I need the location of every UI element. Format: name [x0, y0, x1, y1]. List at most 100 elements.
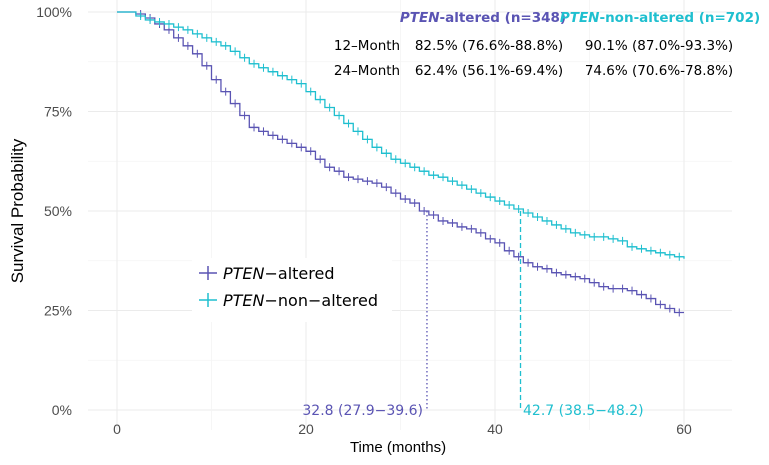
- censor-mark: [335, 111, 344, 120]
- censor-mark: [429, 210, 438, 219]
- y-axis-ticks: 0% 25% 50% 75% 100%: [36, 4, 72, 418]
- censor-mark: [420, 207, 429, 215]
- table-row-label: 24–Month: [334, 63, 400, 79]
- censor-mark: [505, 201, 514, 210]
- censor-mark: [278, 71, 287, 80]
- censor-mark: [344, 119, 353, 128]
- legend-key-non-altered: [199, 293, 217, 307]
- censor-mark: [363, 135, 372, 144]
- censor-mark: [221, 87, 230, 96]
- censor-mark: [467, 224, 476, 233]
- x-tick-label: 60: [676, 421, 692, 437]
- censor-mark: [646, 294, 655, 303]
- censor-mark: [457, 181, 466, 190]
- censor-mark: [476, 228, 485, 237]
- censor-mark: [590, 278, 599, 287]
- censor-mark: [476, 189, 485, 198]
- censor-mark: [457, 222, 466, 231]
- censor-mark: [250, 123, 259, 132]
- median-label-non-altered: 42.7 (38.5−48.2): [523, 403, 644, 419]
- censor-mark: [335, 167, 344, 176]
- censor-mark: [174, 23, 183, 32]
- x-axis-ticks: 0 20 40 60: [113, 421, 692, 437]
- censor-marks: [136, 9, 684, 317]
- censor-mark: [344, 173, 353, 182]
- x-axis-title: Time (months): [350, 439, 446, 456]
- censor-mark: [467, 185, 476, 194]
- censor-mark: [628, 286, 637, 295]
- censor-mark: [297, 143, 306, 152]
- censor-mark: [250, 59, 259, 68]
- censor-mark: [268, 67, 277, 76]
- censor-mark: [524, 208, 533, 217]
- censor-mark: [316, 155, 325, 164]
- y-tick-label: 50%: [44, 203, 72, 219]
- censor-mark: [391, 155, 400, 164]
- censor-mark: [571, 228, 580, 237]
- censor-mark: [193, 49, 202, 58]
- censor-mark: [382, 183, 391, 192]
- censor-mark: [675, 308, 684, 317]
- censor-mark: [486, 234, 495, 243]
- legend: PTEN−altered PTEN−non−altered: [192, 258, 392, 322]
- censor-mark: [221, 41, 230, 50]
- censor-mark: [353, 175, 362, 184]
- censor-mark: [495, 238, 504, 247]
- censor-mark: [410, 199, 419, 208]
- censor-mark: [164, 19, 173, 28]
- censor-mark: [533, 262, 542, 271]
- censor-mark: [439, 216, 448, 225]
- censor-mark: [353, 127, 362, 136]
- censor-mark: [297, 79, 306, 88]
- censor-mark: [193, 29, 202, 38]
- censor-mark: [665, 250, 674, 259]
- legend-key-altered: [199, 266, 217, 280]
- table-cell: 90.1% (87.0%-93.3%): [585, 38, 733, 54]
- censor-mark: [316, 95, 325, 104]
- censor-mark: [183, 25, 192, 34]
- median-label-altered: 32.8 (27.9−39.6): [302, 403, 423, 419]
- censor-mark: [202, 33, 211, 42]
- censor-mark: [542, 264, 551, 273]
- censor-mark: [514, 205, 523, 214]
- censor-mark: [278, 135, 287, 144]
- y-tick-label: 75%: [44, 104, 72, 120]
- y-tick-label: 100%: [36, 4, 72, 20]
- legend-label-non-altered: PTEN−non−altered: [223, 291, 378, 310]
- censor-mark: [401, 195, 410, 204]
- censor-mark: [552, 220, 561, 229]
- censor-mark: [505, 246, 514, 255]
- censor-mark: [580, 230, 589, 239]
- censor-mark: [675, 252, 684, 261]
- censor-mark: [552, 268, 561, 277]
- censor-mark: [240, 53, 249, 62]
- censor-mark: [665, 304, 674, 313]
- censor-mark: [646, 246, 655, 255]
- censor-mark: [590, 232, 599, 241]
- censor-mark: [420, 167, 429, 176]
- censor-mark: [306, 147, 315, 156]
- censor-mark: [448, 177, 457, 186]
- censor-mark: [542, 216, 551, 225]
- summary-table: PTEN-altered (n=348) PTEN-non-altered (n…: [334, 10, 760, 79]
- censor-mark: [599, 282, 608, 291]
- censor-mark: [146, 15, 155, 24]
- censor-mark: [580, 274, 589, 283]
- table-row-label: 12–Month: [334, 38, 400, 54]
- censor-mark: [656, 300, 665, 309]
- table-header-non-altered: PTEN-non-altered (n=702): [560, 10, 760, 26]
- censor-mark: [524, 258, 533, 267]
- censor-mark: [609, 234, 618, 243]
- y-axis-title: Survival Probability: [8, 138, 27, 283]
- censor-mark: [486, 193, 495, 202]
- table-cell: 82.5% (76.6%-88.8%): [415, 38, 563, 54]
- censor-mark: [287, 139, 296, 148]
- censor-mark: [231, 99, 240, 108]
- censor-mark: [439, 173, 448, 182]
- censor-mark: [136, 11, 145, 20]
- censor-mark: [391, 189, 400, 198]
- censor-mark: [372, 179, 381, 188]
- censor-mark: [637, 244, 646, 253]
- censor-mark: [325, 103, 334, 112]
